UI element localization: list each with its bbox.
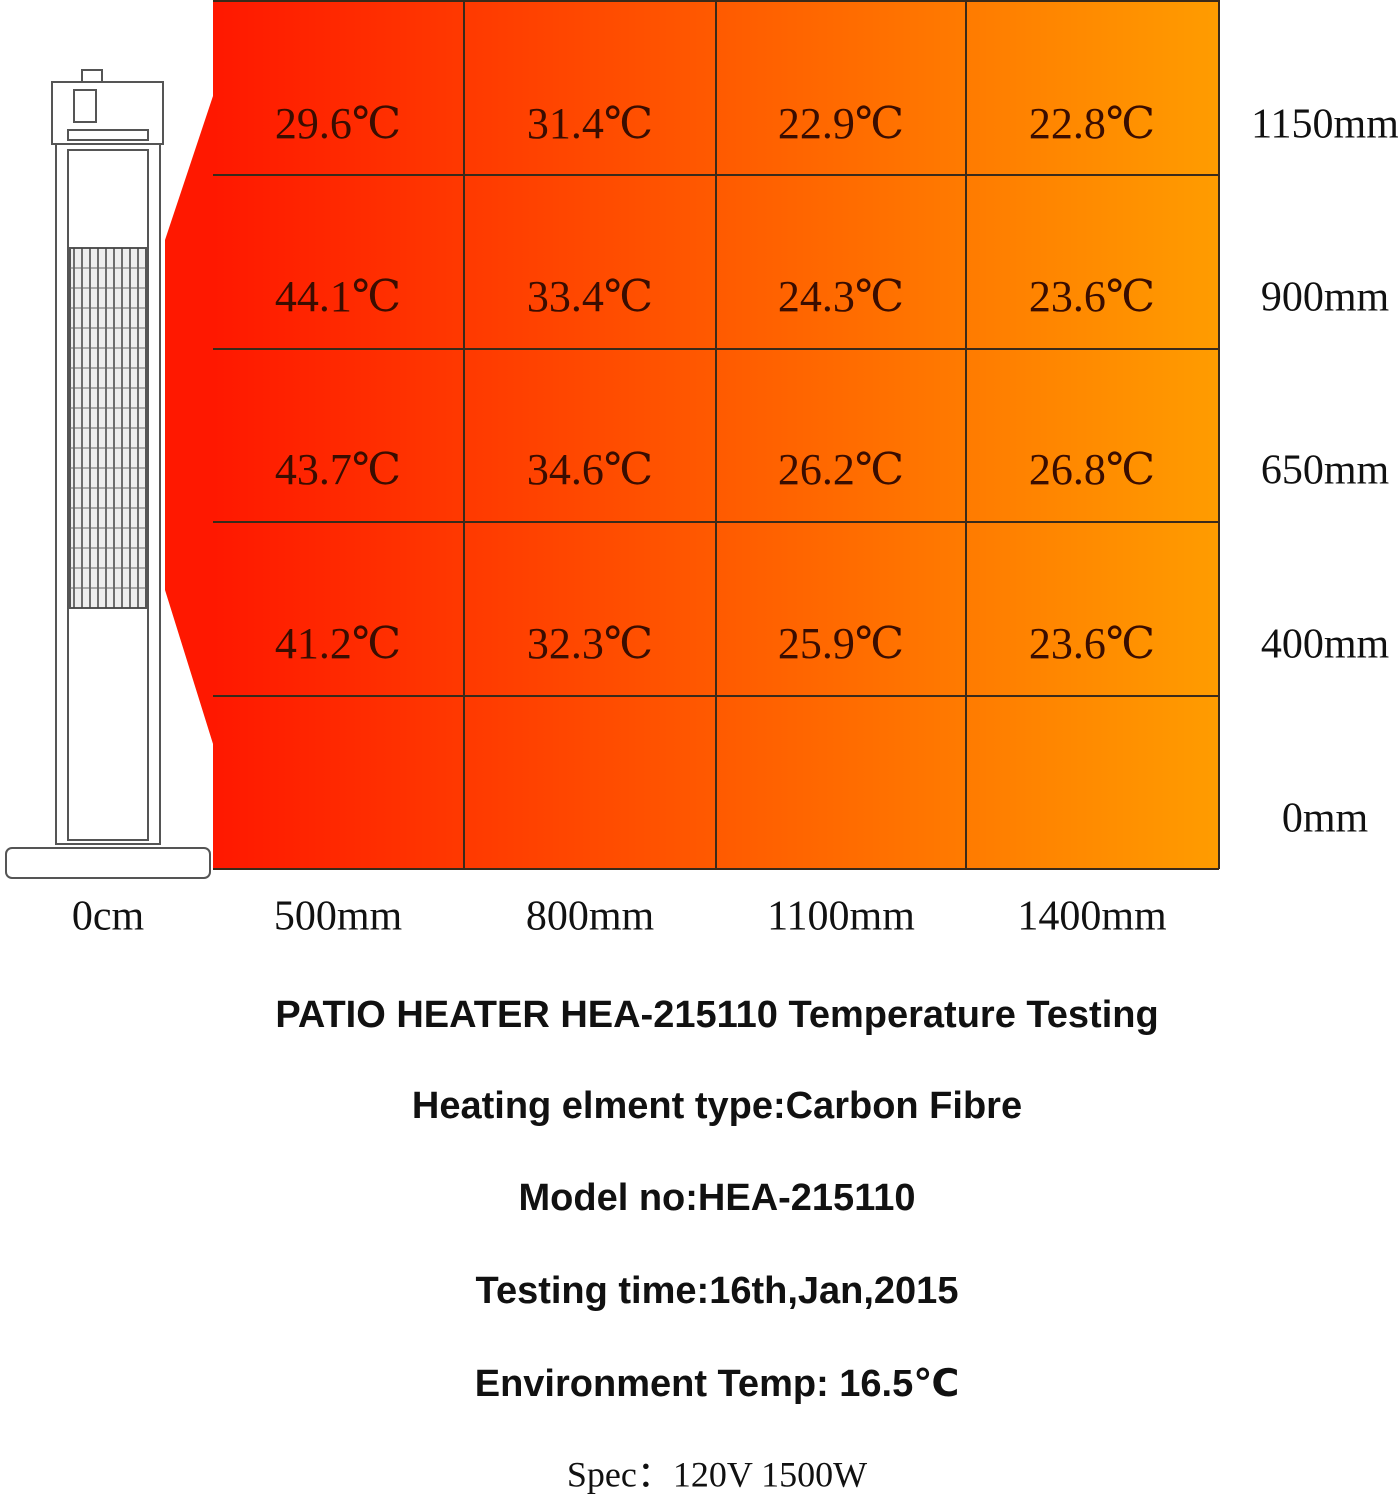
cell-value: 34.6℃ — [527, 445, 653, 494]
heater-drawing — [5, 69, 211, 879]
row-label: 650mm — [1261, 448, 1390, 494]
column-label: 800mm — [526, 894, 655, 940]
cell-value: 29.6℃ — [275, 99, 401, 148]
heat-wedge — [165, 0, 252, 869]
footer-spec: Spec：120V 1500W — [567, 1454, 867, 1494]
footer-title: PATIO HEATER HEA-215110 Temperature Test… — [275, 994, 1158, 1036]
cell-value: 32.3℃ — [527, 619, 653, 668]
cell-value: 22.8℃ — [1029, 99, 1155, 148]
cell-value: 26.8℃ — [1029, 445, 1155, 494]
row-label: 0mm — [1282, 796, 1369, 842]
row-label: 900mm — [1261, 275, 1390, 321]
cell-value: 24.3℃ — [778, 272, 904, 321]
row-label: 400mm — [1261, 622, 1390, 668]
cell-value: 23.6℃ — [1029, 619, 1155, 668]
cell-value: 22.9℃ — [778, 99, 904, 148]
cell-value: 25.9℃ — [778, 619, 904, 668]
cell-value: 43.7℃ — [275, 445, 401, 494]
row-label: 1150mm — [1251, 102, 1398, 148]
column-label: 500mm — [274, 894, 403, 940]
footer-line: Heating elment type:Carbon Fibre — [412, 1085, 1022, 1127]
column-label: 1100mm — [767, 894, 915, 940]
footer-line: Model no:HEA-215110 — [519, 1177, 916, 1219]
footer-line: Testing time:16th,Jan,2015 — [476, 1270, 959, 1312]
cell-value: 23.6℃ — [1029, 272, 1155, 321]
footer-line: Environment Temp: 16.5℃ — [475, 1363, 960, 1405]
grid-lines — [213, 0, 1220, 870]
cell-value: 44.1℃ — [275, 272, 401, 321]
cell-value: 31.4℃ — [527, 99, 653, 148]
origin-label: 0cm — [72, 894, 145, 940]
column-label: 1400mm — [1017, 894, 1167, 940]
cell-value: 26.2℃ — [778, 445, 904, 494]
cell-value: 41.2℃ — [275, 619, 401, 668]
cell-value: 33.4℃ — [527, 272, 653, 321]
